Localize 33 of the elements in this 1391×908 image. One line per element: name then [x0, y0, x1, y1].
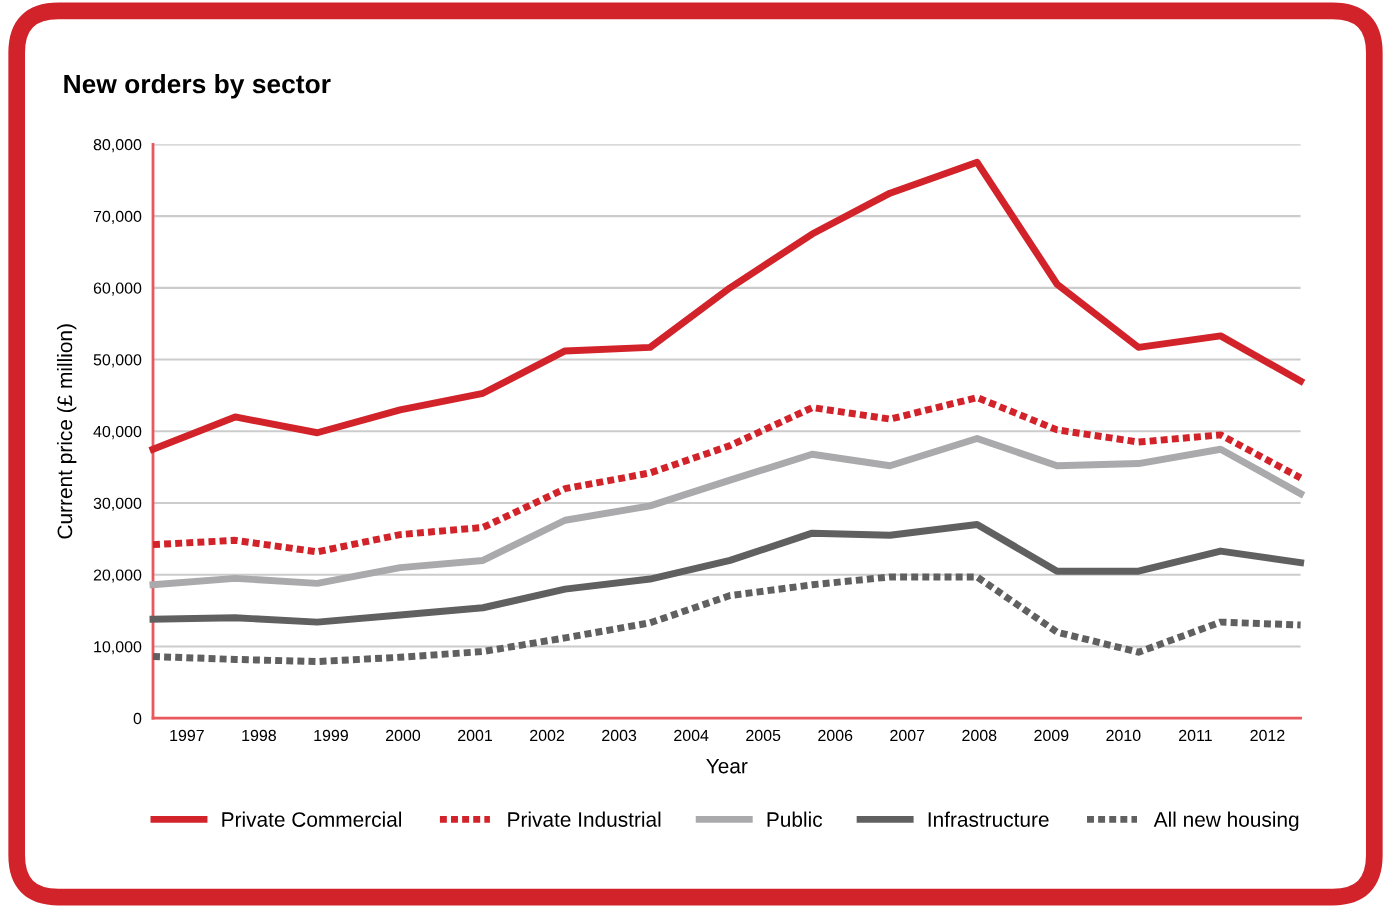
x-tick-label: 2005 — [746, 729, 781, 742]
y-tick-label: 0 — [133, 712, 142, 725]
legend-label: Private Industrial — [508, 811, 661, 827]
x-tick-label: 1998 — [242, 729, 276, 742]
legend-label: Public — [767, 811, 823, 827]
x-tick-label: 2001 — [458, 729, 493, 742]
y-tick-label: 40,000 — [93, 425, 142, 440]
x-tick-label: 2004 — [674, 729, 709, 742]
x-tick-label: 2011 — [1179, 729, 1212, 742]
y-tick-label: 10,000 — [94, 641, 142, 655]
legend-label: All new housing — [1153, 811, 1299, 831]
x-tick-label: 2007 — [890, 729, 925, 742]
x-tick-label: 2008 — [962, 729, 997, 742]
x-axis-title: Year — [706, 758, 748, 774]
y-tick-label: 20,000 — [93, 569, 142, 583]
x-tick-label: 2010 — [1106, 729, 1141, 742]
y-tick-label: 80,000 — [93, 139, 142, 153]
y-tick-label: 70,000 — [93, 210, 142, 224]
x-tick-label: 2003 — [602, 729, 637, 742]
x-tick-label: 1999 — [314, 729, 348, 742]
x-tick-label: 2006 — [818, 729, 853, 742]
x-tick-label: 2012 — [1250, 729, 1285, 742]
x-tick-label: 2002 — [530, 729, 565, 742]
legend-label: Infrastructure — [928, 811, 1049, 827]
y-axis-title: Current price (£ million) — [56, 324, 77, 539]
y-tick-label: 50,000 — [93, 354, 142, 368]
x-tick-label: 1997 — [170, 729, 204, 742]
chart-title: New orders by sector — [64, 73, 331, 99]
y-tick-label: 60,000 — [93, 282, 142, 296]
legend-label: Private Commercial — [222, 811, 402, 827]
x-tick-label: 2000 — [386, 729, 421, 742]
y-tick-label: 30,000 — [93, 497, 142, 511]
x-tick-label: 2009 — [1034, 729, 1069, 742]
